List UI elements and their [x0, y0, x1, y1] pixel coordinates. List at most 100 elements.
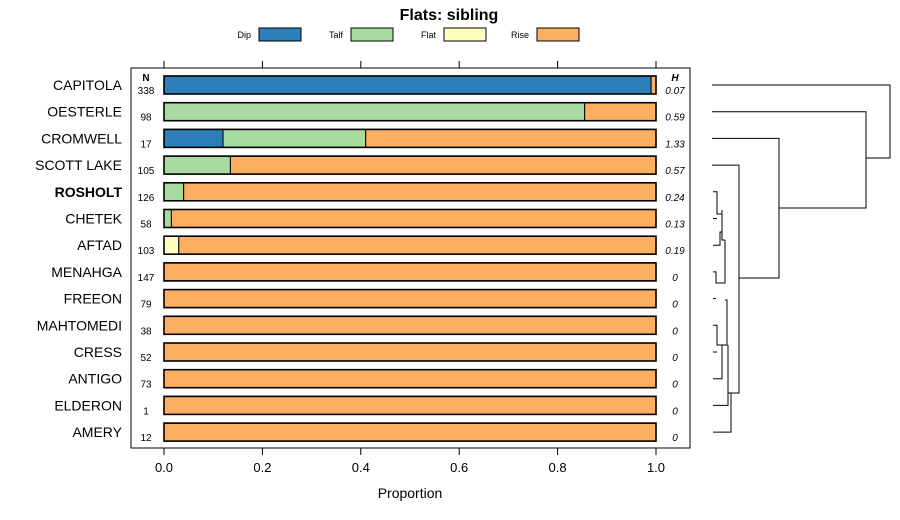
chart-title: Flats: sibling — [400, 7, 499, 24]
h-value: 0 — [672, 406, 678, 417]
n-value: 147 — [138, 273, 155, 284]
bar-outline — [163, 75, 657, 95]
x-tick-label: 0.2 — [253, 460, 271, 475]
bar-rise — [163, 342, 657, 362]
category-label: MAHTOMEDI — [37, 317, 122, 333]
h-value: 0 — [672, 273, 678, 284]
bar-talf — [163, 102, 586, 122]
bar-outline — [163, 101, 657, 122]
dendrogram-branch — [713, 392, 732, 433]
bar-outline — [163, 288, 657, 309]
category-label: MENAHGA — [51, 264, 122, 280]
x-tick-label: 0.6 — [450, 460, 468, 475]
category-label: CROMWELL — [41, 130, 122, 146]
x-tick-label: 0.4 — [352, 460, 370, 475]
bar-rise — [229, 155, 657, 175]
n-value: 58 — [140, 220, 152, 231]
x-tick-label: 1.0 — [647, 460, 665, 475]
category-label: OESTERLE — [47, 104, 122, 120]
bar-outline — [163, 182, 657, 202]
bar-rise — [183, 182, 657, 202]
bar-talf — [163, 182, 185, 202]
h-value: 0.57 — [665, 166, 685, 177]
bar-flat — [163, 235, 180, 255]
dendrogram-branch — [722, 299, 728, 346]
category-label: ANTIGO — [68, 371, 122, 387]
dendrogram-branch — [721, 210, 725, 241]
plot-frame — [130, 67, 691, 449]
bar-outline — [163, 315, 657, 336]
h-value: 0 — [672, 433, 678, 444]
dendrogram-branch — [719, 240, 726, 284]
dendrogram-branch — [712, 137, 780, 279]
n-value: 126 — [138, 193, 155, 204]
legend-label-dip: Dip — [237, 30, 251, 40]
bar-outline — [163, 235, 657, 255]
h-header: H — [671, 73, 679, 84]
x-axis: 0.0 0.2 0.4 0.6 0.8 1.0 — [155, 61, 665, 475]
bar-outline — [163, 422, 657, 442]
legend-swatch-dip — [258, 27, 302, 42]
bar-outline — [163, 128, 657, 149]
bar-talf — [163, 209, 172, 228]
h-value: 0 — [672, 300, 678, 311]
bar-outline — [163, 155, 657, 175]
x-tick-label: 0.8 — [549, 460, 567, 475]
dendrogram-branch — [712, 111, 867, 208]
h-value: 1.33 — [665, 139, 685, 150]
n-value: 52 — [140, 353, 152, 364]
bar-rise — [163, 369, 657, 389]
bar-outline — [163, 208, 657, 229]
n-value: 73 — [140, 380, 152, 391]
bar-dip — [163, 75, 652, 95]
h-value: 0.24 — [665, 193, 685, 204]
h-value: 0.13 — [665, 220, 685, 231]
n-value: 98 — [140, 113, 152, 124]
dendrogram-branch — [713, 345, 729, 406]
bar-rise — [163, 422, 657, 442]
bar-outline — [163, 262, 657, 282]
category-label: CAPITOLA — [53, 77, 123, 93]
dendrogram — [712, 84, 891, 433]
category-label: AMERY — [72, 424, 122, 440]
dendrogram-branch — [713, 271, 719, 284]
category-label: CHETEK — [65, 211, 122, 227]
bar-talf — [222, 128, 367, 148]
dendrogram-branch — [712, 164, 740, 394]
legend-label-talf: Talf — [329, 30, 344, 40]
bar-rise — [163, 315, 657, 335]
bar-rise — [584, 102, 657, 122]
bar-rise — [163, 262, 657, 282]
category-label: ELDERON — [54, 397, 122, 413]
dendrogram-branch — [712, 84, 891, 159]
bar-rise — [365, 128, 657, 148]
bar-rise — [163, 395, 657, 415]
h-value: 0 — [672, 353, 678, 364]
category-label: FREEON — [64, 291, 122, 307]
n-value: 12 — [140, 433, 152, 444]
n-value: 105 — [138, 166, 155, 177]
h-value: 0.19 — [665, 246, 685, 257]
n-value: 79 — [140, 300, 152, 311]
plot-area — [130, 67, 691, 449]
bars — [163, 75, 657, 442]
dendrogram-branch — [779, 158, 867, 209]
category-label: CRESS — [74, 344, 122, 360]
dendrogram-branch — [713, 231, 722, 246]
dendrogram-branch — [713, 345, 723, 380]
category-label: AFTAD — [77, 237, 122, 253]
legend-swatch-talf — [350, 27, 394, 42]
bar-rise — [163, 289, 657, 309]
n-value: 103 — [138, 246, 155, 257]
x-axis-label: Proportion — [378, 485, 443, 501]
legend-swatch-rise — [536, 27, 580, 42]
n-value: 38 — [140, 326, 152, 337]
h-values: 0.07 0.59 1.33 0.57 0.24 0.13 0.19 0 0 0 0 0 0 0 — [665, 86, 685, 444]
bar-rise — [170, 209, 657, 228]
h-value: 0.59 — [665, 113, 685, 124]
category-label: SCOTT LAKE — [35, 157, 122, 173]
legend-swatch-flat — [443, 27, 487, 42]
legend-label-flat: Flat — [421, 30, 437, 40]
bar-outline — [163, 368, 657, 389]
legend-label-rise: Rise — [511, 30, 529, 40]
